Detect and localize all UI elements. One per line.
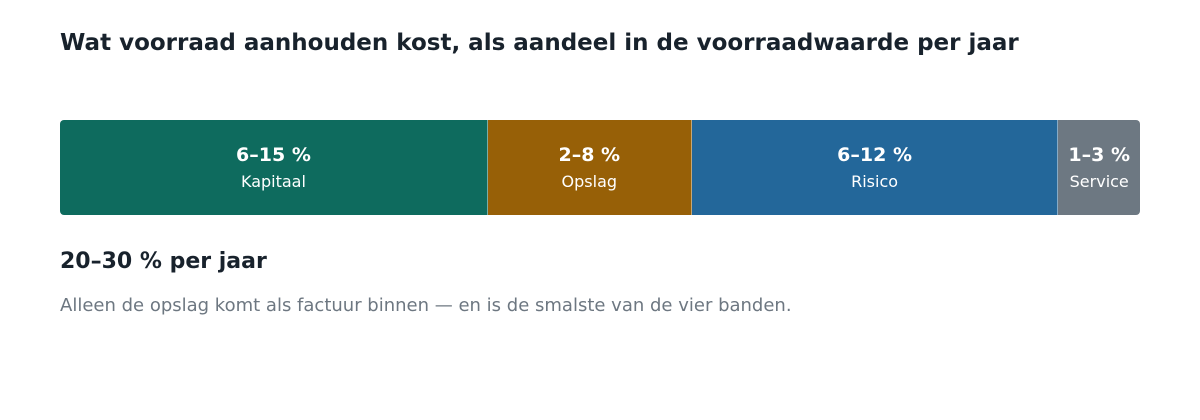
chart-title: Wat voorraad aanhouden kost, als aandeel… — [60, 30, 1019, 56]
segment-name-label: Risico — [851, 171, 899, 191]
segment-kapitaal: 6–15 % Kapitaal — [60, 120, 488, 215]
chart-note: Alleen de opslag komt als factuur binnen… — [60, 295, 792, 316]
segment-service: 1–3 % Service — [1058, 120, 1140, 215]
segment-name-label: Opslag — [561, 171, 618, 191]
segment-name-label: Service — [1069, 171, 1129, 191]
total-range: 20–30 % per jaar — [60, 249, 267, 274]
stacked-cost-bar: 6–15 % Kapitaal 2–8 % Opslag 6–12 % Risico 1–3… — [60, 120, 1140, 215]
segment-value-label: 1–3 % — [1068, 143, 1131, 166]
segment-risico: 6–12 % Risico — [691, 120, 1059, 215]
segment-value-label: 2–8 % — [558, 143, 621, 166]
segment-name-label: Kapitaal — [240, 171, 306, 191]
segment-value-label: 6–12 % — [837, 143, 912, 166]
segment-value-label: 6–15 % — [236, 143, 311, 166]
segment-opslag: 2–8 % Opslag — [487, 120, 692, 215]
